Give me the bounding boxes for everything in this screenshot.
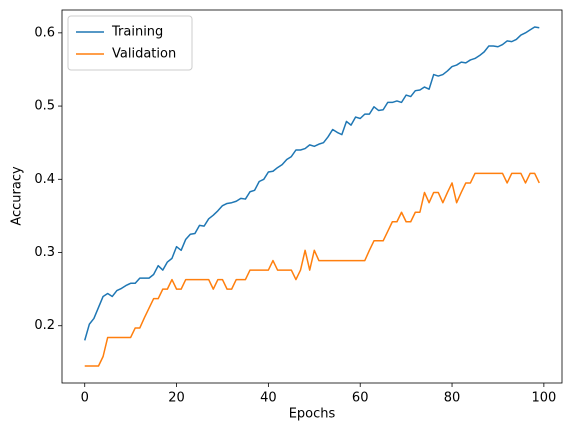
- legend-label: Training: [111, 25, 163, 40]
- legend-label: Validation: [112, 47, 176, 62]
- x-tick-label: 0: [81, 391, 89, 406]
- x-tick-label: 40: [260, 391, 277, 406]
- y-tick-label: 0.6: [34, 25, 55, 40]
- y-tick-label: 0.2: [34, 318, 55, 333]
- y-tick-label: 0.3: [34, 245, 55, 260]
- x-axis-label: Epochs: [289, 407, 336, 422]
- line-series: [84, 26, 540, 341]
- plot-frame: [61, 9, 563, 384]
- y-axis-label: Accuracy: [10, 166, 25, 226]
- x-tick-label: 80: [444, 391, 461, 406]
- line-series: [84, 172, 540, 367]
- y-tick-label: 0.4: [34, 172, 55, 187]
- x-tick-label: 100: [531, 391, 556, 406]
- legend-box: [67, 15, 193, 71]
- y-tick-label: 0.5: [34, 99, 55, 114]
- x-tick-label: 60: [352, 391, 369, 406]
- x-tick-label: 20: [168, 391, 185, 406]
